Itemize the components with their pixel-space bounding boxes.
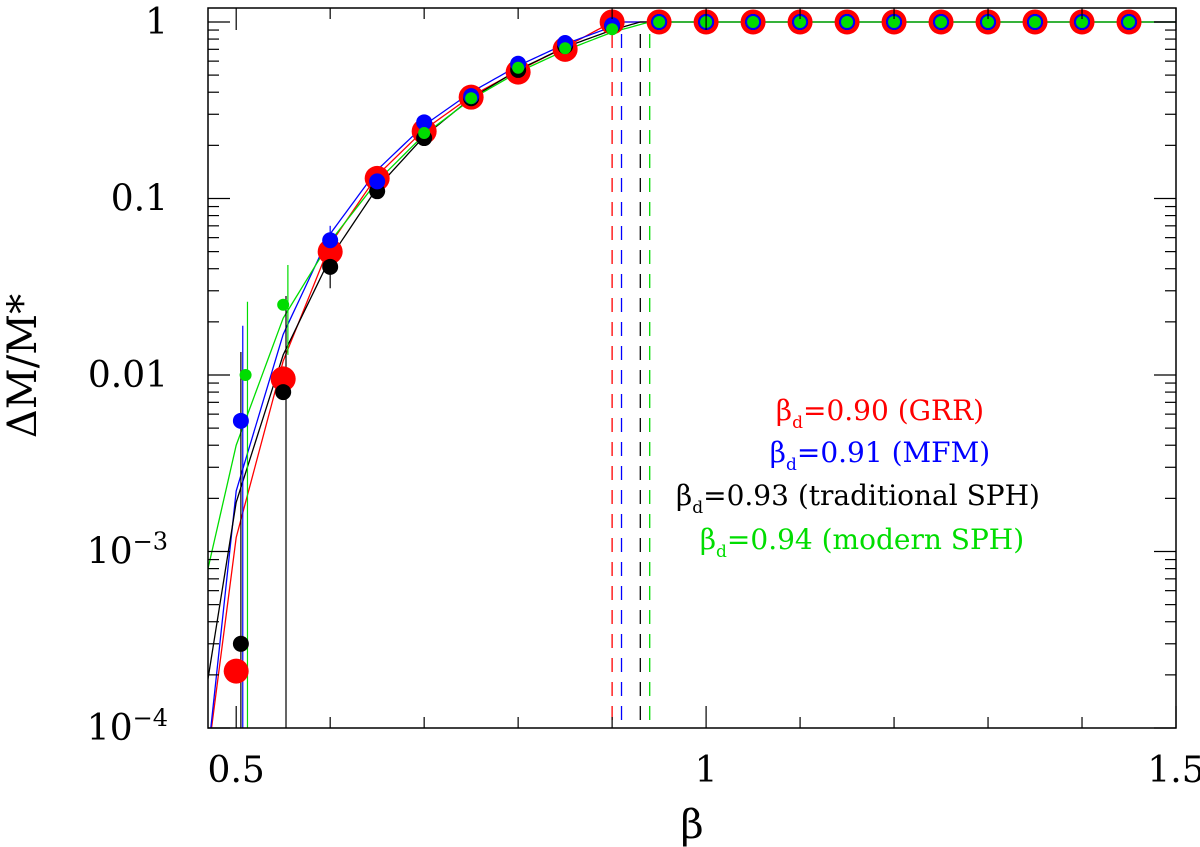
legend-entry-traditional-sph: βd=0.93 (traditional SPH) [676,479,1040,518]
point-grr [270,366,296,392]
point-modern-sph [1029,15,1042,28]
point-mfm [232,412,249,429]
tick-labels: 0.5 1 1.510−410−30.010.11 [87,2,1200,791]
point-modern-sph [465,92,478,105]
point-modern-sph [1123,15,1136,28]
fit-curve-mfm [210,21,1176,728]
point-modern-sph [606,23,619,36]
y-tick-label: 10−4 [87,704,168,749]
legend-subscript: d [786,455,797,475]
point-traditional-sph [322,258,339,275]
threshold-lines-layer [611,33,651,728]
legend-symbol: β [700,523,716,556]
x-tick-label: 1 [695,750,718,791]
point-modern-sph [653,15,666,28]
point-traditional-sph [275,384,292,401]
legend-value: =0.90 (GRR) [803,394,984,427]
y-tick-base: 10 [87,708,133,749]
fit-curve-traditional-sph [208,21,1176,679]
legend-value: =0.94 (modern SPH) [727,523,1024,556]
legend-value: =0.93 (traditional SPH) [703,479,1040,512]
legend: βd=0.90 (GRR)βd=0.91 (MFM)βd=0.93 (tradi… [676,394,1040,562]
point-mfm [369,173,386,190]
point-modern-sph [794,15,807,28]
point-grr [223,658,249,684]
x-tick-label: 0.5 [208,750,265,791]
fit-curves-layer [208,21,1176,728]
y-tick-label: 0.01 [88,355,168,396]
point-traditional-sph [232,635,249,652]
y-axis-title: ΔM/M* [0,294,46,438]
y-tick-label: 0.1 [111,178,168,219]
point-mfm [322,232,339,249]
point-modern-sph [277,298,290,311]
plot-frame [207,7,1177,729]
y-tick-exponent: −3 [133,527,168,555]
point-modern-sph [559,42,572,55]
y-tick-exponent: −4 [133,704,168,732]
point-modern-sph [418,126,431,139]
legend-value: =0.91 (MFM) [797,436,990,469]
legend-symbol: β [770,436,786,469]
point-modern-sph [841,15,854,28]
axes [207,7,1177,729]
point-modern-sph [935,15,948,28]
point-mfm [416,114,433,131]
legend-entry-mfm: βd=0.91 (MFM) [770,436,990,475]
legend-symbol: β [676,479,692,512]
fit-curve-grr [210,21,1176,728]
x-tick-label: 1.5 [1147,750,1200,791]
legend-subscript: d [792,413,803,433]
point-modern-sph [1076,15,1089,28]
legend-entry-modern-sph: βd=0.94 (modern SPH) [700,523,1024,562]
legend-symbol: β [776,394,792,427]
legend-subscript: d [692,498,703,518]
legend-entry-grr: βd=0.90 (GRR) [776,394,984,433]
point-modern-sph [982,15,995,28]
y-tick-label: 1 [145,2,168,43]
y-tick-label: 10−3 [87,527,168,572]
legend-subscript: d [716,542,727,562]
point-grr [317,239,343,265]
data-points-layer [223,9,1142,684]
point-modern-sph [888,15,901,28]
point-modern-sph [239,368,252,381]
point-modern-sph [512,61,525,74]
point-modern-sph [747,15,760,28]
x-axis-title: β [680,802,703,847]
y-tick-base: 10 [87,531,133,572]
